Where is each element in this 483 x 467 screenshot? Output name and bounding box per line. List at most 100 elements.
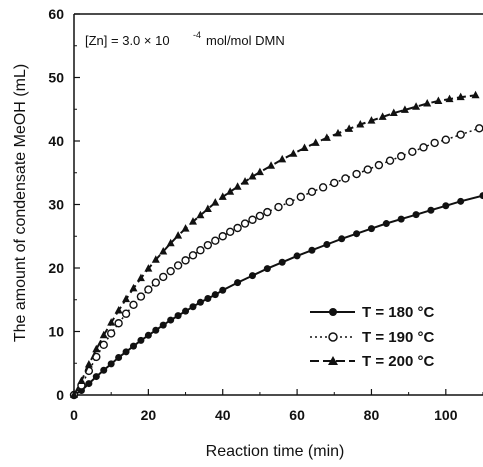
y-tick-label: 40 xyxy=(48,133,64,149)
data-point xyxy=(159,246,168,255)
data-point xyxy=(196,246,205,255)
data-point xyxy=(211,236,220,245)
data-point xyxy=(382,220,390,228)
data-point xyxy=(300,143,309,151)
data-point xyxy=(114,319,123,328)
data-point xyxy=(400,105,409,113)
data-point xyxy=(203,240,213,250)
series-1 xyxy=(70,192,483,399)
data-point xyxy=(85,380,93,388)
data-point xyxy=(144,331,152,339)
data-point xyxy=(233,182,242,190)
data-point xyxy=(159,272,168,282)
data-point xyxy=(77,376,86,385)
data-point xyxy=(255,211,265,221)
legend: T = 180 °C T = 190 °C T = 200 °C xyxy=(310,304,434,370)
data-point xyxy=(263,207,272,217)
data-point xyxy=(173,261,183,270)
data-point xyxy=(356,119,365,128)
data-point xyxy=(189,303,197,311)
data-point xyxy=(84,360,93,368)
data-point xyxy=(211,291,219,299)
data-point xyxy=(107,360,115,368)
y-tick-label: 30 xyxy=(48,197,64,213)
annotation-suffix: mol/mol DMN xyxy=(206,33,285,48)
data-point xyxy=(338,235,346,243)
data-point xyxy=(296,192,306,202)
x-tick-label: 100 xyxy=(434,407,458,423)
data-point xyxy=(166,266,175,276)
data-point xyxy=(248,172,257,180)
data-point xyxy=(174,231,183,239)
data-point xyxy=(318,183,328,192)
x-tick-label: 20 xyxy=(141,407,157,423)
data-point xyxy=(397,152,406,161)
data-point xyxy=(174,312,182,320)
y-tick-label: 60 xyxy=(48,6,64,22)
data-point xyxy=(412,102,421,110)
data-point xyxy=(211,198,220,206)
data-point xyxy=(188,251,198,260)
data-point xyxy=(204,294,212,302)
data-point xyxy=(293,252,301,260)
data-point xyxy=(181,224,190,232)
data-point xyxy=(240,219,250,228)
data-point xyxy=(181,256,190,265)
data-point xyxy=(114,306,123,314)
x-axis-label: Reaction time (min) xyxy=(206,443,345,460)
data-point xyxy=(434,96,443,104)
data-point xyxy=(219,286,227,294)
data-point xyxy=(196,210,205,219)
legend-label-180: T = 180 °C xyxy=(362,304,434,321)
data-point xyxy=(374,160,384,170)
data-point xyxy=(263,265,271,273)
y-tick-label: 50 xyxy=(48,70,64,86)
data-point xyxy=(442,202,450,210)
data-point xyxy=(233,223,242,233)
data-point xyxy=(341,174,350,183)
data-point xyxy=(144,285,153,294)
data-point xyxy=(218,192,227,200)
data-point xyxy=(419,143,428,152)
data-point xyxy=(456,130,465,139)
data-point xyxy=(196,298,204,306)
data-point xyxy=(107,318,116,326)
annotation-exponent: -4 xyxy=(193,30,201,40)
data-point xyxy=(137,336,145,344)
data-point xyxy=(122,294,131,303)
data-point xyxy=(308,246,316,254)
data-point xyxy=(99,340,108,350)
data-point xyxy=(378,112,387,120)
data-point xyxy=(457,197,465,205)
y-tick-label: 0 xyxy=(56,387,64,403)
series-2 xyxy=(69,124,483,400)
data-point xyxy=(323,241,331,249)
data-point xyxy=(136,292,146,301)
data-point xyxy=(248,272,256,280)
data-point xyxy=(353,230,361,238)
data-point xyxy=(188,217,197,225)
x-tick-label: 0 xyxy=(70,407,78,423)
data-point xyxy=(136,273,145,282)
data-point xyxy=(430,138,439,148)
data-point xyxy=(367,116,376,124)
data-point xyxy=(106,329,116,338)
data-point xyxy=(289,149,298,157)
legend-marker-200 xyxy=(328,356,338,365)
legend-item-180: T = 180 °C xyxy=(310,304,434,321)
data-point xyxy=(389,108,398,117)
data-point xyxy=(423,99,432,107)
x-ticks: 0 20 40 60 80 100 xyxy=(70,389,483,423)
legend-label-200: T = 200 °C xyxy=(362,353,434,370)
y-tick-label: 10 xyxy=(48,324,64,340)
y-axis-label: The amount of condensate MeOH (mL) xyxy=(12,64,29,342)
data-point xyxy=(285,197,294,207)
series-3 xyxy=(70,90,480,398)
data-point xyxy=(385,156,395,165)
data-point xyxy=(100,366,108,374)
data-point xyxy=(241,177,250,185)
data-point xyxy=(274,202,283,212)
data-point xyxy=(427,206,435,214)
data-point xyxy=(152,326,160,334)
